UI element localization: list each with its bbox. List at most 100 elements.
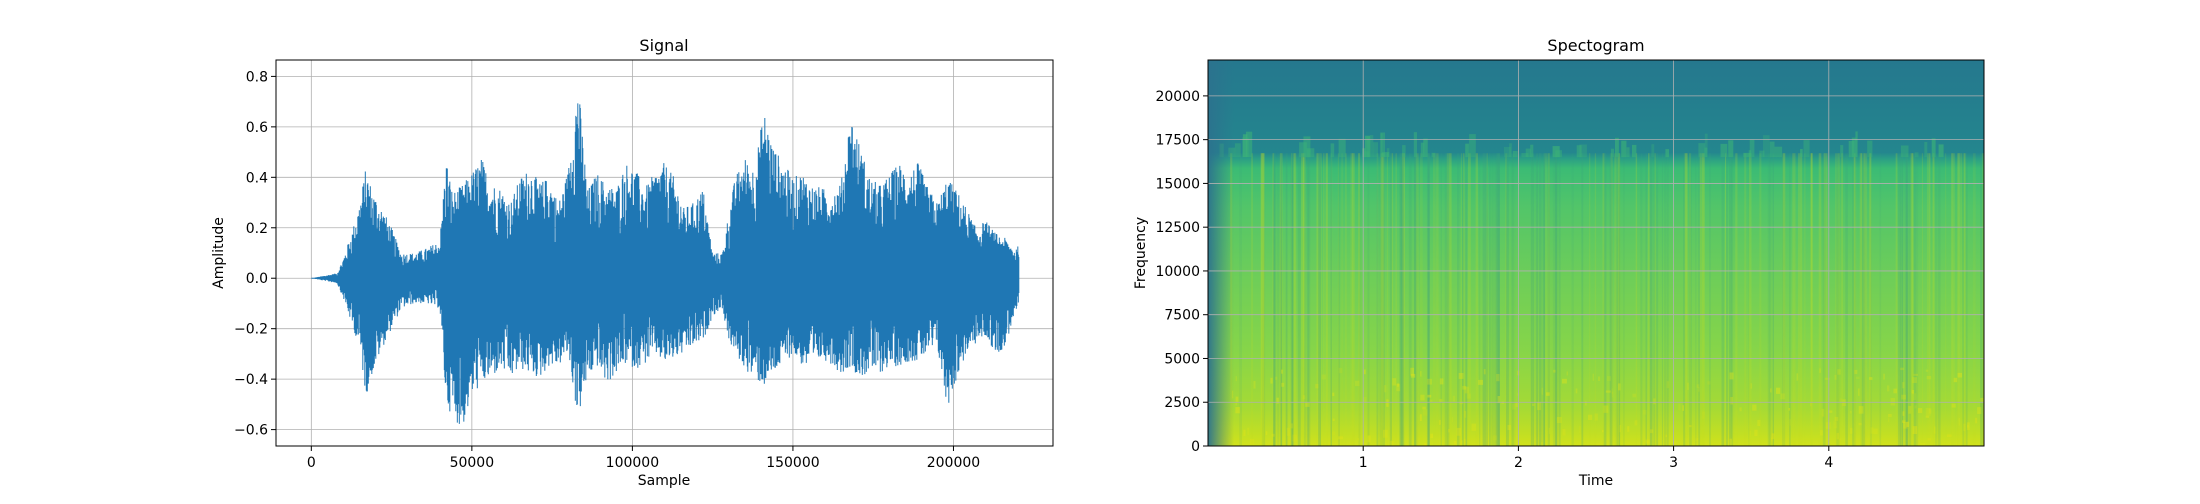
spectrogram-speckle	[1850, 427, 1853, 434]
spectrogram-speckle	[1672, 440, 1677, 444]
spectrogram-streak	[1610, 153, 1613, 446]
spectrogram-speckle	[1870, 427, 1874, 434]
spectrogram-streak	[1656, 153, 1659, 446]
spectrogram-streak	[1689, 153, 1692, 446]
spectrogram-speckle	[1250, 439, 1254, 445]
spectrogram-y-ticks: 0 2500 5000 7500 10000 12500 15000 17500 20000	[1155, 89, 1208, 455]
spectrogram-streak	[1729, 153, 1732, 446]
spectrogram-streak	[1965, 153, 1968, 446]
spectrogram-speckle	[1729, 438, 1733, 446]
spectrogram-streak	[1982, 153, 1984, 446]
spectrogram-streak	[1972, 153, 1976, 446]
spectrogram-speckle	[1850, 411, 1852, 414]
spectrogram-speckle	[1438, 419, 1441, 425]
spectrogram-streak	[1544, 153, 1546, 446]
spectrogram-bump	[1914, 152, 1919, 158]
signal-y-label: Amplitude	[211, 217, 227, 289]
spectrogram-bump	[1366, 136, 1371, 158]
spectrogram-streak	[1928, 153, 1931, 446]
spectrogram-bump	[1245, 131, 1253, 158]
spectrogram-streak	[1402, 153, 1405, 446]
spectrogram-speckle	[1925, 415, 1929, 418]
spectrogram-streak	[1864, 153, 1868, 446]
spectrogram-speckle	[1247, 427, 1250, 435]
spectrogram-speckle	[1695, 437, 1699, 442]
spectrogram-bump	[1720, 143, 1728, 158]
spectrogram-speckle	[1946, 434, 1952, 437]
spectrogram-speckle	[1471, 423, 1476, 431]
spectrogram-chart: Spectogram 1 2 3 4 0 2500 5000 7500 10000 12500 1…	[1133, 36, 1985, 489]
spectrogram-bump	[1698, 143, 1706, 158]
spectrogram-streak	[1617, 153, 1620, 446]
spectrogram-speckle	[1821, 408, 1825, 417]
signal-y-tick-label: 0.0	[246, 271, 268, 287]
spectrogram-streak	[1554, 153, 1558, 446]
spectrogram-streak	[1444, 153, 1448, 446]
spectrogram-speckle	[1516, 441, 1519, 446]
spectrogram-streak	[1789, 153, 1791, 446]
spectrogram-bump	[1759, 150, 1765, 158]
spectrogram-streak	[1926, 153, 1929, 446]
spectrogram-streak	[1358, 153, 1361, 446]
signal-axes-frame	[275, 59, 1054, 447]
spectrogram-speckle	[1410, 373, 1416, 378]
spectrogram-streak	[1414, 153, 1416, 446]
spectrogram-streak	[1558, 153, 1561, 446]
spectrogram-speckle	[1363, 369, 1366, 375]
spectrogram-speckle	[1926, 375, 1932, 380]
spectrogram-speckle	[1383, 429, 1388, 438]
spectrogram-streak	[1414, 153, 1416, 446]
spectrogram-speckle	[1771, 433, 1775, 440]
signal-chart: Signal 0 50000 100000 150000 200000 −0.6 −0.4…	[211, 36, 1054, 489]
spectrogram-streak	[1261, 153, 1264, 446]
spectrogram-streak	[1304, 153, 1306, 446]
spectrogram-streak	[1951, 153, 1954, 446]
spectrogram-streak	[1879, 153, 1882, 446]
spectrogram-streak	[1446, 153, 1450, 446]
spectrogram-speckle	[1958, 444, 1960, 446]
spectrogram-speckle	[1458, 373, 1464, 379]
spectrogram-speckle	[1645, 439, 1650, 444]
spectrogram-streak	[1498, 153, 1500, 446]
spectrogram-bump	[1555, 150, 1562, 158]
spectrogram-speckle	[1305, 402, 1310, 407]
spectrogram-bump	[1303, 136, 1311, 158]
spectrogram-streak	[1897, 153, 1901, 446]
spectrogram-bump	[1848, 141, 1855, 158]
spectrogram-speckle	[1906, 421, 1909, 427]
spectrogram-streak	[1744, 153, 1747, 446]
spectrogram-streak	[1297, 153, 1301, 446]
spectrogram-speckle	[1957, 372, 1962, 378]
spectrogram-speckle	[1902, 420, 1906, 423]
spectrogram-streak	[1661, 153, 1663, 446]
spectrogram-speckle	[1386, 399, 1389, 407]
spectrogram-speckle	[1562, 428, 1566, 436]
spectrogram-streak	[1602, 153, 1605, 446]
spectrogram-speckle	[1642, 409, 1647, 415]
spectrogram-streak	[1427, 153, 1430, 446]
spectrogram-streak	[1823, 153, 1826, 446]
spectrogram-streak	[1911, 153, 1913, 446]
spectrogram-speckle	[1842, 399, 1847, 407]
spectrogram-speckle	[1828, 410, 1833, 413]
spectrogram-streak	[1748, 153, 1752, 446]
spectrogram-speckle	[1354, 380, 1360, 387]
spectrogram-streak	[1489, 153, 1491, 446]
spectrogram-speckle	[1562, 378, 1567, 384]
spectrogram-y-tick-label: 0	[1191, 439, 1200, 455]
signal-y-tick-label: −0.4	[234, 372, 268, 388]
spectrogram-streak	[1792, 153, 1795, 446]
spectrogram-speckle	[1332, 431, 1335, 436]
spectrogram-bump	[1509, 143, 1512, 158]
spectrogram-speckle	[1912, 377, 1917, 383]
spectrogram-streak	[1917, 153, 1919, 446]
spectrogram-bump	[1330, 143, 1335, 158]
spectrogram-speckle	[1739, 407, 1742, 412]
spectrogram-speckle	[1869, 377, 1873, 380]
spectrogram-streak	[1913, 153, 1917, 446]
spectrogram-bump	[1525, 148, 1531, 158]
spectrogram-speckle	[1888, 414, 1892, 418]
spectrogram-streak	[1609, 153, 1613, 446]
spectrogram-streak	[1261, 153, 1265, 446]
spectrogram-speckle	[1858, 388, 1860, 396]
